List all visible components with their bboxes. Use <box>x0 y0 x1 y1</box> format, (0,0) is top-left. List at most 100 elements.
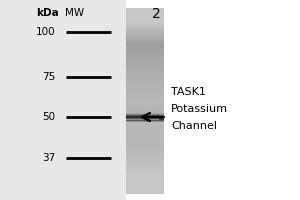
Bar <box>126 190 164 191</box>
Bar <box>126 161 164 162</box>
Bar <box>126 130 164 132</box>
Bar <box>126 141 164 142</box>
Bar <box>126 164 164 165</box>
Bar <box>126 24 164 26</box>
Bar <box>126 63 164 65</box>
Bar <box>126 98 164 99</box>
Bar <box>126 86 164 87</box>
Bar <box>126 105 164 107</box>
Bar <box>126 174 164 175</box>
Bar <box>126 139 164 140</box>
Bar <box>126 163 164 164</box>
Bar <box>126 102 164 104</box>
Bar <box>126 115 164 116</box>
Bar <box>126 152 164 153</box>
Bar <box>126 94 164 95</box>
Bar <box>126 115 159 116</box>
Bar <box>126 21 164 22</box>
Bar <box>126 176 164 177</box>
Bar <box>126 150 164 151</box>
Bar <box>126 93 164 94</box>
Bar <box>126 109 164 110</box>
Bar <box>126 118 164 120</box>
Bar <box>126 76 164 78</box>
Bar <box>126 142 164 143</box>
Bar <box>126 189 164 190</box>
Bar <box>126 62 164 63</box>
Bar <box>126 168 164 170</box>
Bar <box>126 77 164 79</box>
Bar <box>126 66 164 68</box>
Bar <box>126 79 164 81</box>
Bar <box>126 84 164 85</box>
Bar <box>126 15 164 16</box>
Bar <box>126 81 164 82</box>
Bar <box>126 47 164 48</box>
Bar <box>126 41 164 42</box>
Bar <box>126 157 164 159</box>
Bar <box>126 10 164 12</box>
Bar <box>126 117 159 118</box>
Bar <box>126 33 164 34</box>
Bar <box>126 115 159 116</box>
Bar <box>126 116 159 117</box>
Bar <box>126 162 164 163</box>
Bar <box>126 165 164 166</box>
Bar <box>126 137 164 138</box>
Bar <box>126 102 164 103</box>
Bar <box>126 145 164 147</box>
Bar <box>126 92 164 94</box>
Bar <box>126 75 164 76</box>
Bar <box>126 12 164 14</box>
Bar <box>126 89 164 90</box>
Bar <box>126 138 164 139</box>
Bar <box>126 184 164 186</box>
Bar <box>126 151 164 152</box>
Bar <box>126 13 164 15</box>
Bar <box>126 42 164 43</box>
Bar <box>126 192 164 193</box>
Bar <box>126 158 164 160</box>
Text: 75: 75 <box>42 72 56 82</box>
Bar <box>126 147 164 148</box>
Bar <box>126 185 164 187</box>
Bar <box>126 51 164 53</box>
Bar <box>126 171 164 173</box>
Bar <box>126 8 164 9</box>
Bar <box>126 44 164 45</box>
Bar <box>126 71 164 72</box>
Bar <box>126 87 164 88</box>
Bar <box>126 134 164 135</box>
Bar <box>126 146 164 148</box>
Bar <box>126 123 164 124</box>
Bar <box>126 116 159 117</box>
Bar <box>126 143 164 145</box>
Bar <box>126 104 164 106</box>
Bar <box>126 115 164 117</box>
Bar <box>126 95 164 96</box>
Bar <box>126 25 164 27</box>
Bar <box>126 20 164 21</box>
Bar <box>126 97 164 98</box>
Bar <box>126 124 164 125</box>
Bar <box>126 180 164 181</box>
Bar <box>126 49 164 50</box>
Bar <box>126 36 164 38</box>
Bar <box>126 96 164 97</box>
Bar <box>126 19 164 20</box>
Bar <box>126 16 164 17</box>
Bar <box>126 148 164 149</box>
Bar <box>126 127 164 128</box>
Bar <box>126 36 164 37</box>
Bar <box>126 128 164 129</box>
Bar <box>126 31 164 32</box>
Bar <box>126 107 164 108</box>
Text: 37: 37 <box>42 153 56 163</box>
Bar <box>126 43 164 44</box>
Bar <box>126 22 164 24</box>
Bar <box>126 191 164 192</box>
Bar <box>126 154 164 155</box>
Bar <box>126 91 164 93</box>
Bar <box>0 0 126 200</box>
Text: 50: 50 <box>42 112 56 122</box>
